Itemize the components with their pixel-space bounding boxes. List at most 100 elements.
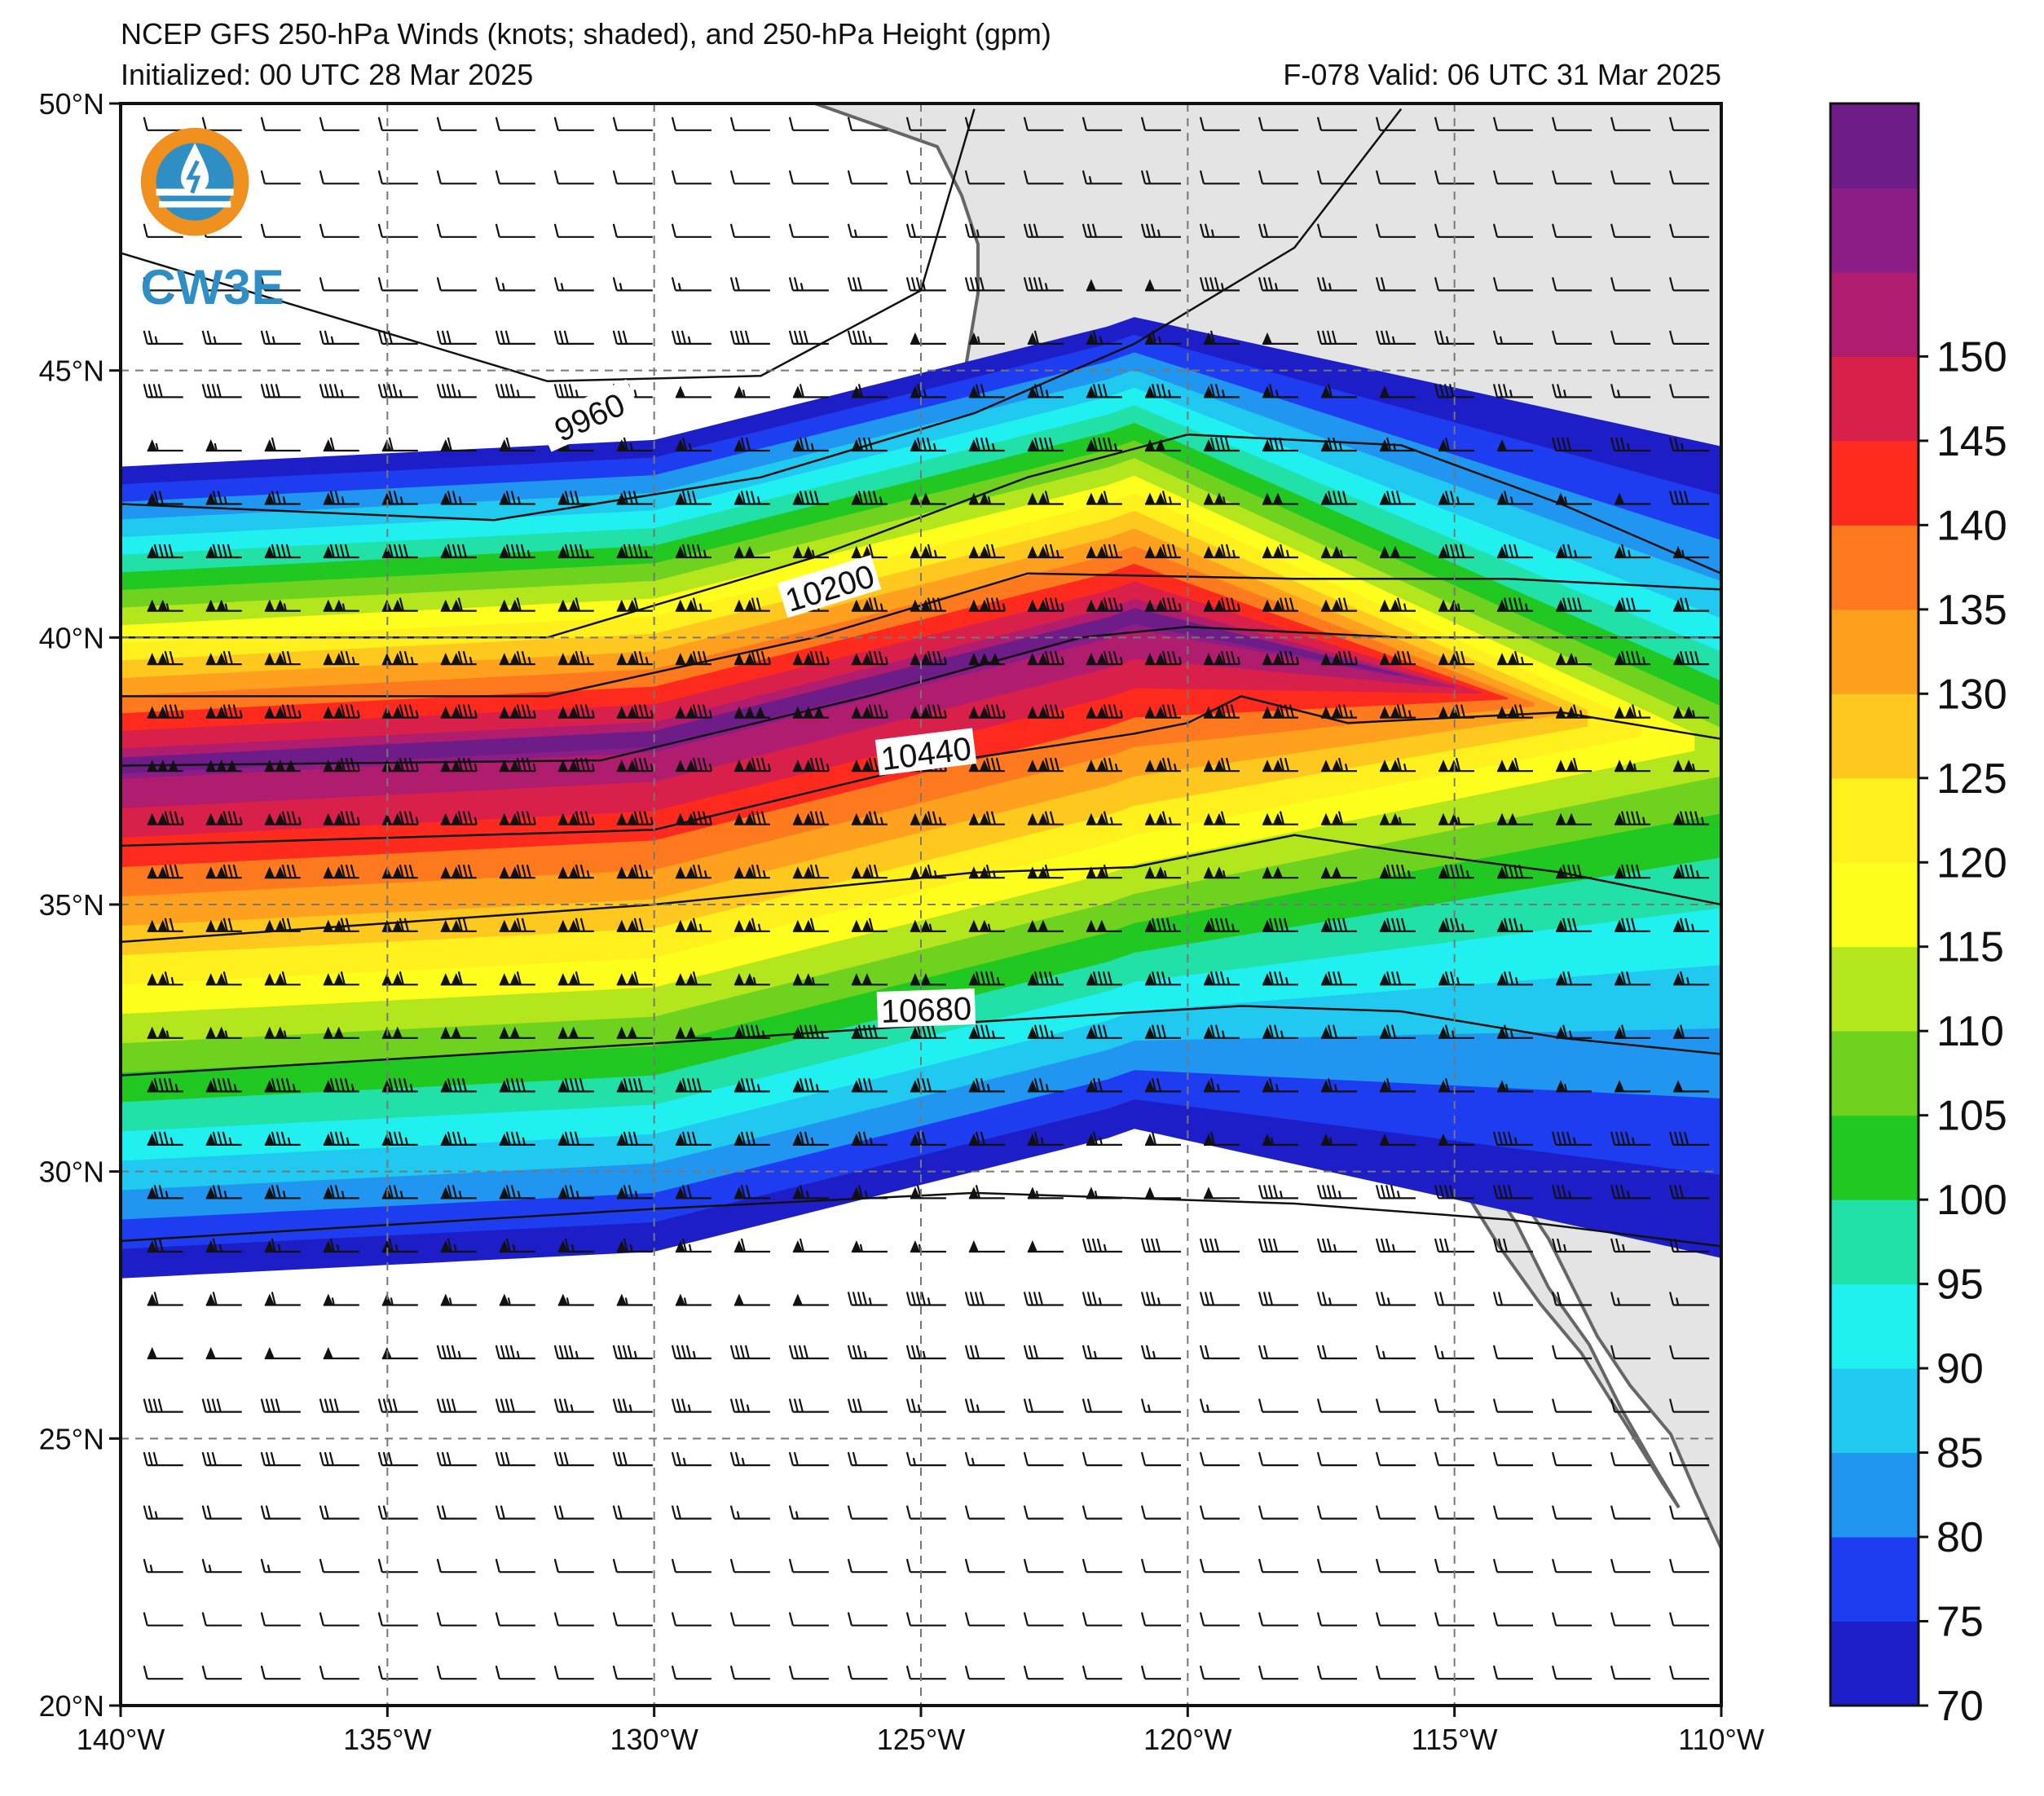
wind-barb (319, 117, 359, 131)
wind-barb (1027, 437, 1064, 452)
wind-barb (323, 1078, 359, 1093)
wind-barb (1262, 597, 1298, 612)
wind-barb (905, 1505, 946, 1520)
wind-barb (905, 1612, 946, 1627)
wind-barb (1669, 437, 1710, 452)
wind-barb (964, 1612, 1005, 1627)
wind-barb (792, 384, 829, 398)
wind-barb (264, 1026, 301, 1039)
wind-barb (1438, 491, 1474, 505)
wind-barb (1140, 1451, 1181, 1467)
wind-barb (1081, 1665, 1122, 1680)
wind-barb (1669, 384, 1710, 398)
wind-barb (1027, 919, 1064, 932)
wind-barb (1027, 650, 1064, 666)
wind-barb (1434, 117, 1474, 131)
wind-barb (1438, 812, 1474, 825)
wind-barb (1669, 491, 1710, 505)
wind-barb (851, 1185, 888, 1200)
wind-barb (499, 491, 535, 505)
wind-barb (1316, 170, 1357, 185)
wind-barb (1145, 704, 1181, 719)
wind-barb (968, 492, 1005, 505)
wind-barb (1262, 1133, 1298, 1147)
wind-barb (1081, 1238, 1122, 1253)
wind-barb (440, 971, 477, 986)
wind-barb (440, 918, 477, 932)
wind-barb (260, 117, 301, 131)
wind-barb (792, 650, 830, 666)
wind-barb (1321, 437, 1357, 452)
wind-barb (1027, 1186, 1064, 1200)
wind-barb (1492, 170, 1533, 185)
wind-barb (1497, 544, 1533, 559)
wind-barb (1492, 1292, 1533, 1306)
wind-barb (1434, 1398, 1474, 1413)
wind-barb (1081, 1345, 1122, 1360)
wind-barb (557, 811, 595, 825)
wind-barb (1258, 1451, 1298, 1467)
colorbar-label: 100 (1936, 1177, 2007, 1224)
wind-barb (205, 1238, 242, 1253)
wind-barb (1258, 170, 1298, 185)
wind-barb (1556, 812, 1592, 825)
colorbar-segment (1830, 187, 1918, 273)
wind-barb (319, 1612, 359, 1627)
wind-barb (1556, 1024, 1592, 1039)
colorbar-segment (1830, 1621, 1918, 1706)
wind-barb (264, 1185, 301, 1200)
wind-barb (733, 1131, 770, 1147)
wind-barb (499, 1078, 535, 1093)
wind-barb (671, 1612, 711, 1627)
wind-barb (323, 971, 359, 986)
wind-barb (968, 1185, 1005, 1200)
wind-barb (729, 1398, 770, 1413)
colorbar-label: 140 (1936, 502, 2007, 549)
wind-barb (1258, 1345, 1298, 1360)
wind-barb (205, 650, 242, 666)
wind-barb (264, 1078, 301, 1093)
wind-barb (905, 1345, 946, 1360)
wind-barb (968, 811, 1005, 825)
wind-barb (1610, 1238, 1651, 1253)
wind-barb (1497, 650, 1533, 666)
wind-barb (733, 1078, 770, 1093)
wind-barb (319, 1665, 359, 1680)
wind-barb (1556, 492, 1592, 505)
wind-barb (1556, 597, 1592, 612)
wind-barb (1497, 918, 1533, 932)
wind-barb (1086, 330, 1122, 345)
wind-barb (553, 1665, 594, 1680)
wind-barb (1258, 1185, 1298, 1200)
wind-barb (792, 864, 829, 879)
wind-barb (612, 330, 653, 345)
wind-barb (1199, 1665, 1240, 1680)
wind-barb (1199, 1238, 1240, 1253)
wind-barb (147, 650, 183, 666)
wind-barb (1081, 223, 1122, 238)
wind-barb (147, 704, 184, 719)
wind-barb (1140, 1558, 1181, 1574)
wind-barb (1552, 384, 1592, 398)
wind-barb (733, 597, 770, 612)
wind-barb (851, 1240, 888, 1253)
wind-barb (1262, 1078, 1298, 1093)
colorbar-segment (1830, 440, 1918, 526)
wind-barb (436, 277, 477, 292)
wind-barb (1614, 650, 1651, 666)
wind-barb (733, 706, 770, 719)
wind-barb (499, 544, 535, 559)
wind-barb (1552, 1612, 1592, 1627)
wind-barb (553, 1398, 594, 1413)
wind-barb (1438, 971, 1474, 986)
wind-barb (1204, 492, 1240, 505)
wind-barb (1669, 117, 1710, 131)
wind-barb (495, 1558, 535, 1574)
wind-barb (675, 437, 711, 452)
wind-barb (260, 1505, 301, 1520)
wind-barb (1140, 1292, 1181, 1306)
wind-barb (557, 544, 594, 559)
graticule (121, 103, 1721, 1706)
wind-barb (1027, 597, 1064, 612)
wind-barb (851, 491, 888, 505)
